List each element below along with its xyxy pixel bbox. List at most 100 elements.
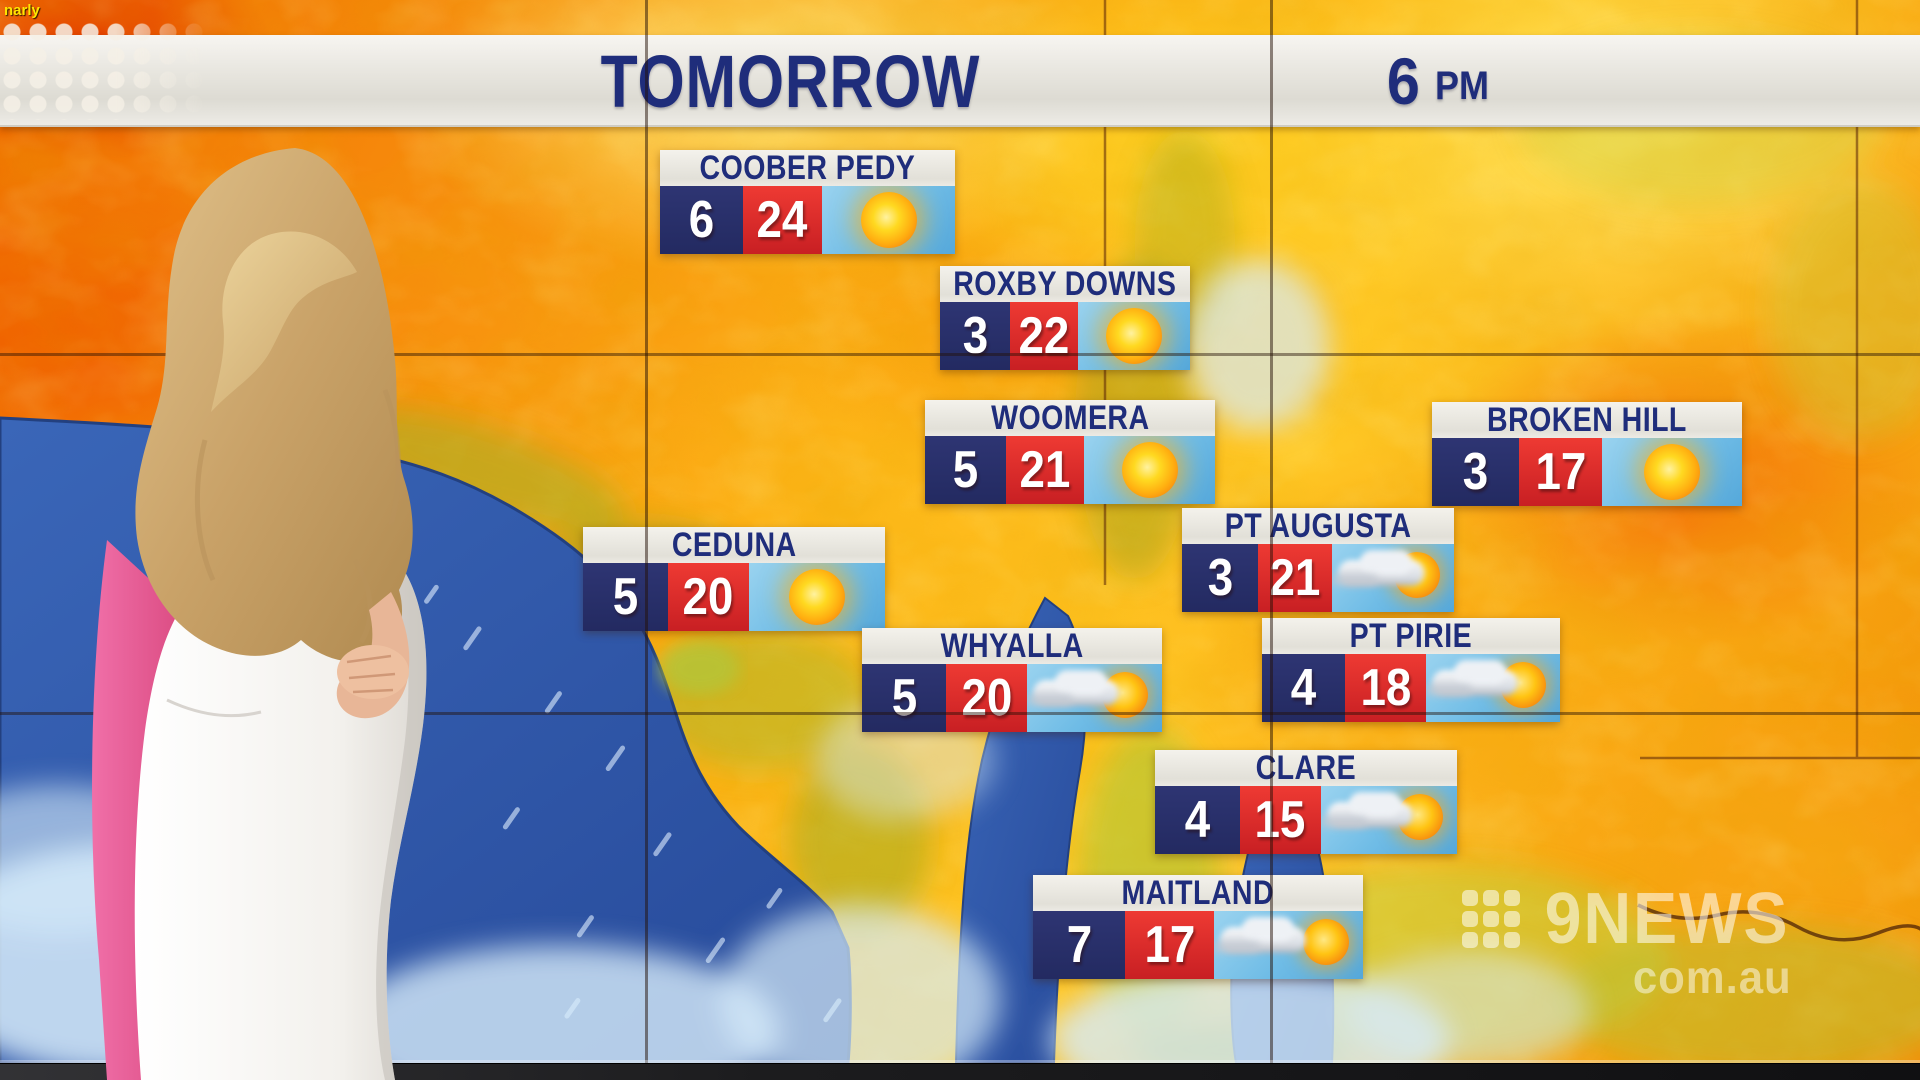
hair [135,148,413,662]
network-domain: com.au [1632,951,1792,1003]
video-wall-seam [0,712,1920,715]
video-wall-seam [1270,0,1273,1063]
forecast-time: 6 PM [1385,35,1492,127]
station-name-bar: COOBER PEDY [660,148,955,187]
low-temp-box: 4 [1262,654,1346,722]
station-temps-row: 5 21 [925,436,1215,504]
high-temp-box: 20 [667,563,750,631]
station-name: PT AUGUSTA [1224,506,1412,545]
finger-lines [346,654,396,694]
weather-station-box: PT PIRIE 4 18 [1262,616,1560,722]
station-temps-row: 3 22 [940,302,1190,370]
weather-station-box: WHYALLA 5 20 [862,626,1162,732]
low-temp-box: 6 [660,186,743,254]
high-temp: 21 [1269,549,1321,607]
high-temp: 17 [1535,443,1587,501]
station-name-bar: ROXBY DOWNS [940,264,1190,303]
video-wall-bottom-edge [0,1060,1920,1063]
low-temp: 4 [1290,659,1317,717]
low-temp-box: 7 [1033,911,1126,979]
high-temp-box: 22 [1010,302,1078,370]
low-temp-box: 3 [940,302,1010,370]
station-name: PT PIRIE [1349,616,1473,655]
station-name-bar: PT PIRIE [1262,616,1560,655]
condition-panel [822,186,955,254]
weather-station-box: CLARE 4 15 [1155,749,1457,854]
header-banner: TOMORROW 6 PM [0,35,1920,127]
high-temp: 24 [756,191,808,249]
sun-icon [789,569,846,625]
condition-panel [1425,654,1560,722]
low-temp: 3 [1207,549,1233,607]
station-temps-row: 3 17 [1432,438,1742,506]
condition-panel [1084,436,1215,504]
high-temp: 18 [1360,659,1412,717]
condition-panel [1214,911,1363,979]
nine-dots-icon [1462,890,1520,948]
low-temp-box: 5 [583,563,668,631]
station-name: MAITLAND [1121,873,1275,912]
low-temp-box: 3 [1182,544,1259,612]
station-name-bar: WOOMERA [925,398,1215,437]
sleeve-hem [166,698,262,718]
cloud-fog-patches [0,260,1590,1063]
low-temp: 3 [1462,443,1489,501]
sun-icon [860,192,917,248]
station-temps-row: 6 24 [660,186,955,254]
low-temp: 5 [952,441,979,499]
page-title-text: TOMORROW [600,39,980,123]
low-temp: 4 [1184,791,1210,849]
station-name-bar: MAITLAND [1033,873,1363,912]
dress-shadow [376,570,427,1080]
hair-waves [194,389,401,644]
video-wall-seam [645,0,648,1063]
weather-station-box: COOBER PEDY 6 24 [660,148,955,254]
network-name: 9NEWS [1544,879,1790,959]
high-temp-box: 21 [1006,436,1085,504]
condition-panel [1027,664,1162,732]
low-temp: 5 [612,568,638,626]
station-name: WOOMERA [990,398,1150,437]
weather-station-box: MAITLAND 7 17 [1033,873,1363,979]
high-temp-box: 24 [742,186,823,254]
low-temp-box: 5 [925,436,1007,504]
station-temps-row: 7 17 [1033,911,1363,979]
station-name: COOBER PEDY [699,148,916,187]
low-temp: 6 [688,191,715,249]
station-temps-row: 4 15 [1155,786,1457,854]
station-name-bar: CLARE [1155,749,1457,787]
condition-panel [1321,786,1457,854]
high-temp: 15 [1254,791,1306,849]
high-temp: 20 [682,568,734,626]
weather-station-box: CEDUNA 5 20 [583,525,885,631]
low-temp: 5 [891,669,917,727]
sun-icon [1105,308,1162,364]
station-name-bar: BROKEN HILL [1432,401,1742,439]
river-line [1637,903,1920,942]
station-name: CEDUNA [671,525,797,564]
presenter [92,148,427,1080]
station-name-bar: WHYALLA [862,626,1162,665]
station-name-bar: CEDUNA [583,525,885,564]
sun-icon [1121,442,1178,498]
station-name: ROXBY DOWNS [953,264,1177,303]
high-temp: 17 [1144,916,1196,974]
high-temp-box: 17 [1518,438,1603,506]
weather-station-box: ROXBY DOWNS 3 22 [940,264,1190,370]
low-temp-box: 5 [862,664,946,732]
condition-panel [1077,302,1190,370]
weather-station-box: WOOMERA 5 21 [925,398,1215,504]
studio-floor [0,1063,1920,1080]
station-name: WHYALLA [940,626,1084,665]
station-temps-row: 4 18 [1262,654,1560,722]
hair-front-sweep [211,231,357,412]
condition-panel [749,563,885,631]
weather-station-box: PT AUGUSTA 3 21 [1182,506,1454,612]
coastal-island [660,641,740,695]
condition-panel [1602,438,1742,506]
nine-news-watermark: 9NEWS com.au [1462,878,1800,1004]
corner-watermark: narly [4,2,40,19]
video-wall-seam [0,353,1920,356]
condition-panel [1331,544,1454,612]
low-temp-box: 4 [1155,786,1240,854]
